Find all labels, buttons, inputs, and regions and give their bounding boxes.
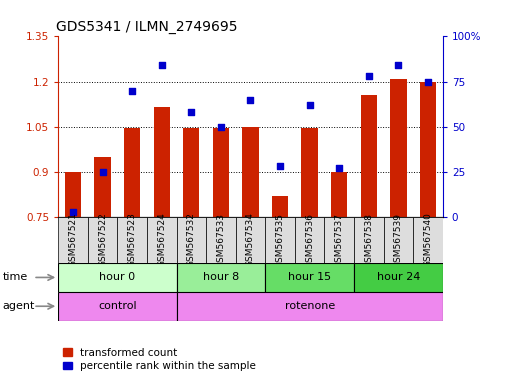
Point xyxy=(158,62,166,68)
Point xyxy=(364,73,372,79)
Text: control: control xyxy=(98,301,136,311)
Text: time: time xyxy=(3,272,28,283)
Bar xyxy=(265,263,354,292)
Bar xyxy=(242,127,258,217)
Point xyxy=(128,88,136,94)
Bar xyxy=(146,217,176,263)
Bar xyxy=(413,217,442,263)
Text: rotenone: rotenone xyxy=(284,301,334,311)
Bar xyxy=(58,292,176,321)
Text: GSM567536: GSM567536 xyxy=(305,212,314,268)
Bar xyxy=(176,292,442,321)
Bar xyxy=(294,217,324,263)
Text: GDS5341 / ILMN_2749695: GDS5341 / ILMN_2749695 xyxy=(56,20,237,34)
Text: GSM567540: GSM567540 xyxy=(423,213,432,267)
Bar xyxy=(183,128,199,217)
Bar xyxy=(94,157,111,217)
Text: GSM567521: GSM567521 xyxy=(68,213,77,267)
Point xyxy=(275,163,283,169)
Bar xyxy=(271,196,288,217)
Point xyxy=(246,97,254,103)
Bar xyxy=(360,95,376,217)
Text: GSM567524: GSM567524 xyxy=(157,213,166,267)
Bar xyxy=(330,172,346,217)
Point xyxy=(305,102,313,108)
Bar xyxy=(117,217,146,263)
Bar xyxy=(206,217,235,263)
Bar xyxy=(58,217,87,263)
Bar xyxy=(87,217,117,263)
Bar xyxy=(176,263,265,292)
Point xyxy=(217,124,225,130)
Bar xyxy=(324,217,353,263)
Bar xyxy=(419,82,435,217)
Text: GSM567523: GSM567523 xyxy=(127,213,136,267)
Text: hour 24: hour 24 xyxy=(376,272,419,283)
Text: GSM567539: GSM567539 xyxy=(393,212,402,268)
Text: GSM567537: GSM567537 xyxy=(334,212,343,268)
Bar xyxy=(265,217,294,263)
Legend: transformed count, percentile rank within the sample: transformed count, percentile rank withi… xyxy=(63,348,256,371)
Bar xyxy=(58,263,176,292)
Point xyxy=(423,78,431,84)
Point xyxy=(334,165,342,171)
Bar xyxy=(301,128,317,217)
Bar xyxy=(354,263,442,292)
Bar xyxy=(235,217,265,263)
Bar xyxy=(154,107,170,217)
Point xyxy=(393,62,401,68)
Bar xyxy=(383,217,413,263)
Text: agent: agent xyxy=(3,301,35,311)
Text: hour 15: hour 15 xyxy=(287,272,331,283)
Text: hour 8: hour 8 xyxy=(203,272,238,283)
Bar xyxy=(389,79,406,217)
Text: GSM567533: GSM567533 xyxy=(216,212,225,268)
Point xyxy=(187,109,195,115)
Text: GSM567522: GSM567522 xyxy=(98,213,107,267)
Text: GSM567538: GSM567538 xyxy=(364,212,373,268)
Text: GSM567532: GSM567532 xyxy=(186,213,195,267)
Text: hour 0: hour 0 xyxy=(99,272,135,283)
Text: GSM567534: GSM567534 xyxy=(245,213,255,267)
Point xyxy=(69,209,77,215)
Text: GSM567535: GSM567535 xyxy=(275,212,284,268)
Bar xyxy=(212,128,229,217)
Bar xyxy=(176,217,206,263)
Point xyxy=(98,169,107,175)
Bar xyxy=(124,128,140,217)
Bar xyxy=(65,172,81,217)
Bar xyxy=(354,217,383,263)
